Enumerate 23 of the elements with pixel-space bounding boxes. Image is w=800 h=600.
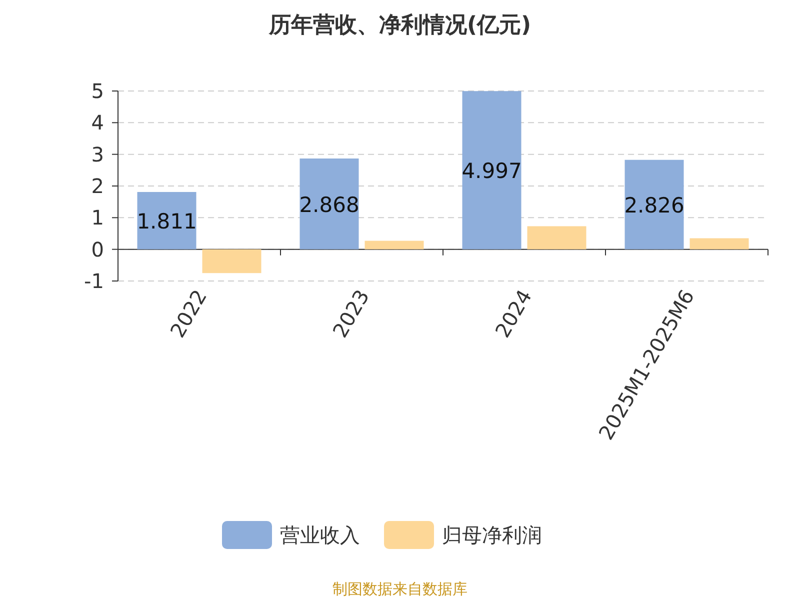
bar: [202, 249, 262, 274]
y-tick-label: 1: [91, 206, 104, 230]
y-tick-label: 3: [91, 142, 104, 166]
text: 制图数据来自数据库: [332, 580, 468, 598]
data-label: 4.997: [462, 159, 522, 184]
y-tick-label: 4: [91, 110, 104, 135]
data-label: 2.868: [299, 192, 360, 217]
bar: [137, 192, 196, 250]
bar: [624, 160, 684, 250]
y-tick-label: 5: [91, 79, 104, 103]
legend-label: 营业收入: [280, 523, 360, 547]
y-tick-label: -1: [84, 269, 104, 293]
data-label: 1.811: [136, 210, 197, 234]
y-tick-label: 2: [91, 174, 104, 198]
bar: [462, 91, 522, 250]
y-tick-label: 0: [91, 237, 104, 262]
bar: [690, 238, 749, 250]
bar: [527, 226, 586, 250]
bar: [364, 240, 424, 250]
chart-title: 历年营收、净利情况(亿元): [268, 13, 532, 38]
legend-label: 归母净利润: [442, 523, 542, 547]
data-label: 2.826: [624, 194, 684, 218]
bar: [300, 158, 359, 250]
